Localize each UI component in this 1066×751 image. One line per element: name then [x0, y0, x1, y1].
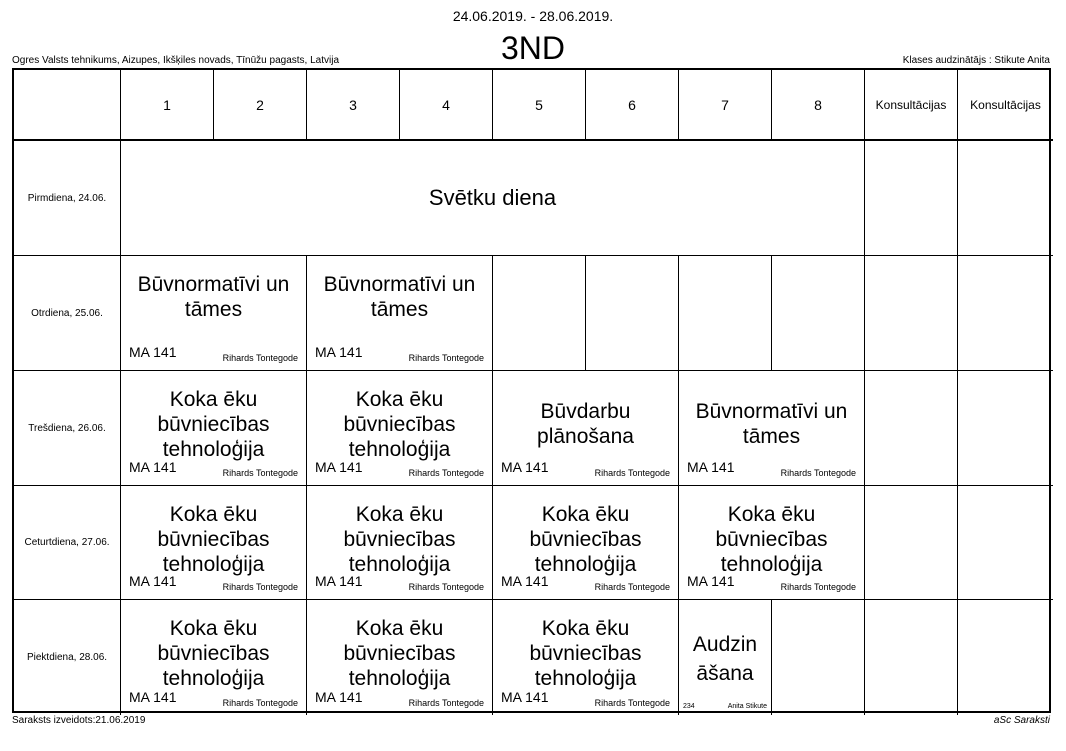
- lesson-teacher: Rihards Tontegode: [594, 698, 670, 708]
- lesson-room: MA 141: [129, 459, 177, 475]
- lesson-card[interactable]: Būvnormatīvi un tāmes MA 141 Rihards Ton…: [679, 371, 865, 486]
- empty-cell: [865, 371, 958, 486]
- day-label-thursday: Ceturtdiena, 27.06.: [14, 486, 121, 600]
- period-header: 1: [121, 70, 214, 141]
- day-label-monday: Pirmdiena, 24.06.: [14, 141, 121, 256]
- day-label-tuesday: Otrdiena, 25.06.: [14, 256, 121, 371]
- period-header: 8: [772, 70, 865, 141]
- corner-cell: [14, 70, 121, 141]
- lesson-room: MA 141: [129, 689, 177, 705]
- lesson-card[interactable]: Koka ēku būvniecības tehnoloģija MA 141 …: [493, 486, 679, 600]
- consultation-header: Konsultācijas: [865, 70, 958, 141]
- lesson-teacher: Rihards Tontegode: [408, 353, 484, 363]
- lesson-subject: Koka ēku būvniecības tehnoloģija: [529, 503, 642, 576]
- empty-cell: [493, 256, 586, 371]
- empty-cell: [958, 371, 1053, 486]
- empty-cell: [865, 486, 958, 600]
- period-header: 7: [679, 70, 772, 141]
- lesson-teacher: Rihards Tontegode: [222, 468, 298, 478]
- lesson-room: MA 141: [501, 689, 549, 705]
- empty-cell: [865, 600, 958, 715]
- period-header: 4: [400, 70, 493, 141]
- lesson-room: MA 141: [129, 573, 177, 589]
- lesson-teacher: Rihards Tontegode: [408, 468, 484, 478]
- period-header: 6: [586, 70, 679, 141]
- lesson-teacher: Rihards Tontegode: [594, 468, 670, 478]
- period-header: 2: [214, 70, 307, 141]
- lesson-subject: Koka ēku būvniecības tehnoloģija: [157, 388, 270, 461]
- lesson-teacher: Rihards Tontegode: [408, 582, 484, 592]
- empty-cell: [586, 256, 679, 371]
- lesson-teacher: Anita Stikute: [727, 703, 767, 710]
- holiday-label: Svētku diena: [428, 185, 557, 210]
- lesson-subject: Būvnormatīvi un tāmes: [695, 400, 848, 448]
- lesson-teacher: Rihards Tontegode: [408, 698, 484, 708]
- empty-cell: [865, 256, 958, 371]
- empty-cell: [865, 141, 958, 256]
- lesson-card[interactable]: Būvnormatīvi un tāmes MA 141 Rihards Ton…: [307, 256, 493, 371]
- lesson-subject: Koka ēku būvniecības tehnoloģija: [715, 503, 828, 576]
- empty-cell: [679, 256, 772, 371]
- class-title: 3ND: [500, 30, 565, 66]
- period-header: 3: [307, 70, 400, 141]
- lesson-card[interactable]: Koka ēku būvniecības tehnoloģija MA 141 …: [307, 600, 493, 715]
- lesson-card[interactable]: Koka ēku būvniecības tehnoloģija MA 141 …: [679, 486, 865, 600]
- lesson-subject: Koka ēku būvniecības tehnoloģija: [157, 617, 270, 690]
- lesson-subject: Koka ēku būvniecības tehnoloģija: [157, 503, 270, 576]
- brand-label: aSc Saraksti: [993, 715, 1050, 726]
- day-label-friday: Piektdiena, 28.06.: [14, 600, 121, 715]
- lesson-teacher: Rihards Tontegode: [222, 353, 298, 363]
- lesson-room: MA 141: [501, 459, 549, 475]
- empty-cell: [958, 486, 1053, 600]
- lesson-subject: Koka ēku būvniecības tehnoloģija: [529, 617, 642, 690]
- school-name: Ogres Valsts tehnikums, Aizupes, Ikšķile…: [12, 55, 340, 66]
- lesson-card[interactable]: Koka ēku būvniecības tehnoloģija MA 141 …: [307, 371, 493, 486]
- consultation-header: Konsultācijas: [958, 70, 1053, 141]
- lesson-teacher: Rihards Tontegode: [780, 468, 856, 478]
- lesson-room: MA 141: [687, 573, 735, 589]
- lesson-subject: Audzin āšana: [692, 633, 758, 685]
- created-date: Saraksts izveidots:21.06.2019: [12, 715, 146, 726]
- empty-cell: [958, 141, 1053, 256]
- lesson-room: MA 141: [315, 689, 363, 705]
- lesson-subject: Koka ēku būvniecības tehnoloģija: [343, 503, 456, 576]
- lesson-room: MA 141: [315, 459, 363, 475]
- lesson-card[interactable]: Koka ēku būvniecības tehnoloģija MA 141 …: [121, 486, 307, 600]
- date-range: 24.06.2019. - 28.06.2019.: [452, 8, 614, 24]
- period-header: 5: [493, 70, 586, 141]
- lesson-teacher: Rihards Tontegode: [222, 698, 298, 708]
- empty-cell: [772, 256, 865, 371]
- lesson-subject: Būvdarbu plānošana: [537, 400, 634, 448]
- lesson-teacher: Rihards Tontegode: [222, 582, 298, 592]
- lesson-card[interactable]: Koka ēku būvniecības tehnoloģija MA 141 …: [493, 600, 679, 715]
- lesson-card[interactable]: Koka ēku būvniecības tehnoloģija MA 141 …: [121, 371, 307, 486]
- lesson-subject: Būvnormatīvi un tāmes: [323, 273, 476, 321]
- lesson-room: 234: [683, 703, 695, 710]
- lesson-teacher: Rihards Tontegode: [780, 582, 856, 592]
- lesson-card[interactable]: Būvnormatīvi un tāmes MA 141 Rihards Ton…: [121, 256, 307, 371]
- lesson-card[interactable]: Audzin āšana 234 Anita Stikute: [679, 600, 772, 715]
- class-teacher: Klases audzinātājs : Stikute Anita: [902, 55, 1050, 66]
- lesson-subject: Koka ēku būvniecības tehnoloģija: [343, 388, 456, 461]
- lesson-room: MA 141: [129, 344, 177, 360]
- empty-cell: [772, 600, 865, 715]
- holiday-cell: Svētku diena: [121, 141, 865, 256]
- lesson-room: MA 141: [687, 459, 735, 475]
- lesson-room: MA 141: [501, 573, 549, 589]
- lesson-room: MA 141: [315, 344, 363, 360]
- day-label-wednesday: Trešdiena, 26.06.: [14, 371, 121, 486]
- lesson-subject: Koka ēku būvniecības tehnoloģija: [343, 617, 456, 690]
- lesson-card[interactable]: Koka ēku būvniecības tehnoloģija MA 141 …: [121, 600, 307, 715]
- timetable-grid: 1 2 3 4 5 6 7 8 Konsultācijas Konsultāci…: [12, 68, 1053, 715]
- empty-cell: [958, 600, 1053, 715]
- lesson-subject: Būvnormatīvi un tāmes: [137, 273, 290, 321]
- lesson-room: MA 141: [315, 573, 363, 589]
- lesson-card[interactable]: Koka ēku būvniecības tehnoloģija MA 141 …: [307, 486, 493, 600]
- lesson-teacher: Rihards Tontegode: [594, 582, 670, 592]
- empty-cell: [958, 256, 1053, 371]
- lesson-card[interactable]: Būvdarbu plānošana MA 141 Rihards Tonteg…: [493, 371, 679, 486]
